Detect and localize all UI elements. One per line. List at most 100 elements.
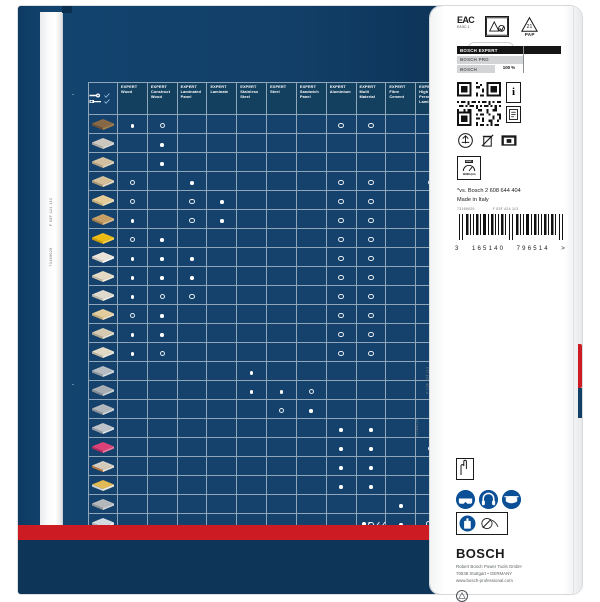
matrix-cell-metal-profile-steel bbox=[266, 380, 297, 400]
qr-code-icon[interactable] bbox=[457, 82, 501, 126]
matrix-cell-chipboard-stainless bbox=[236, 152, 268, 172]
matrix-cell-aluminium-sheet-steel bbox=[266, 418, 297, 438]
matrix-cell-beige-panel-stainless bbox=[236, 266, 268, 286]
material-swatch-osb-board bbox=[92, 213, 114, 225]
matrix-cell-laminated-panel-stainless bbox=[236, 285, 268, 305]
filled-dot-icon bbox=[339, 466, 343, 470]
material-swatch-white-panel bbox=[92, 251, 114, 263]
dust-mask-icon bbox=[502, 490, 521, 509]
matrix-cell-beige-panel-aluminium bbox=[325, 266, 357, 286]
matrix-cell-aluminium-sheet-construct bbox=[146, 418, 178, 438]
matrix-head: EXPERT Wood EXPERT Construct Wood EXPERT Lami… bbox=[88, 82, 446, 115]
matrix-cell-metal-profile-laminate bbox=[206, 380, 238, 400]
matrix-cell-yellow-panel-steel bbox=[266, 228, 297, 248]
matrix-cell-plywood-light-wood bbox=[117, 190, 148, 210]
open-dot-icon bbox=[159, 122, 165, 128]
matrix-cell-pink-composite-fibre bbox=[385, 437, 417, 457]
tag-seam-line bbox=[573, 6, 574, 594]
open-dot-icon bbox=[189, 293, 195, 299]
matrix-row bbox=[88, 437, 446, 457]
matrix-cell-chipboard-construct bbox=[146, 152, 178, 172]
col-tier-label: EXPERT bbox=[150, 84, 167, 89]
barcode-digits: 3 165140 796514 > bbox=[455, 246, 567, 252]
recycle-icon bbox=[458, 133, 473, 148]
matrix-cell-metal-profile-multi bbox=[355, 380, 387, 400]
matrix-cell-particle-board-steel bbox=[266, 342, 297, 362]
barcode-digit-2: 796514 bbox=[516, 246, 550, 252]
matrix-cell-osb-board-wood bbox=[117, 209, 148, 229]
matrix-cell-copper-layer-panel-multi bbox=[355, 456, 387, 476]
matrix-cell-chipboard-sandwich bbox=[295, 152, 327, 172]
matrix-row-header-cork-panel bbox=[88, 304, 118, 324]
matrix-cell-fibre-cement-grey-lampanel bbox=[176, 494, 208, 514]
matrix-col-header-steel: EXPERT Steel bbox=[266, 82, 297, 115]
matrix-row bbox=[88, 152, 446, 172]
matrix-row-header-corrugated-metal bbox=[88, 361, 118, 381]
filled-dot-icon bbox=[130, 352, 135, 356]
open-dot-icon bbox=[368, 255, 374, 261]
matrix-cell-metal-profile-wood bbox=[117, 380, 148, 400]
manual-book-glyph bbox=[509, 109, 518, 120]
matrix-cell-laminated-panel-lampanel bbox=[176, 285, 208, 305]
tag-vertical-code-2: 73169029 bbox=[415, 418, 420, 438]
matrix-cell-copper-layer-panel-fibre bbox=[385, 456, 417, 476]
filled-dot-icon bbox=[160, 276, 165, 280]
matrix-cell-white-panel-construct bbox=[146, 247, 178, 267]
open-dot-icon bbox=[338, 274, 344, 280]
matrix-row bbox=[88, 285, 446, 305]
matrix-row bbox=[88, 266, 446, 286]
matrix-cell-cork-panel-construct bbox=[146, 304, 178, 324]
matrix-row bbox=[88, 399, 446, 419]
disposal-icons-row bbox=[457, 133, 573, 148]
made-in-label: Made in Italy bbox=[457, 197, 489, 203]
open-dot-icon bbox=[159, 350, 165, 356]
matrix-cell-cork-panel-sandwich bbox=[295, 304, 327, 324]
open-dot-icon bbox=[368, 312, 374, 318]
matrix-row-header-pink-composite bbox=[88, 437, 118, 457]
matrix-cell-osb-board-multi bbox=[355, 209, 387, 229]
matrix-row bbox=[88, 228, 446, 248]
material-swatch-particle-board bbox=[92, 346, 114, 358]
company-website[interactable]: www.bosch-professional.com bbox=[456, 577, 513, 583]
matrix-cell-steel-sheet-sandwich bbox=[295, 399, 327, 419]
matrix-cell-softwood-plank-laminate bbox=[206, 114, 238, 134]
open-dot-icon bbox=[129, 179, 136, 185]
col-tier-label: EXPERT bbox=[180, 84, 197, 89]
filled-dot-icon bbox=[190, 257, 194, 261]
matrix-cell-mdf-board-lampanel bbox=[176, 171, 208, 191]
matrix-cell-pink-composite-lampanel bbox=[176, 437, 208, 457]
matrix-cell-steel-sheet-wood bbox=[117, 399, 148, 419]
matrix-cell-pink-composite-steel bbox=[266, 437, 297, 457]
matrix-cell-white-panel-multi bbox=[355, 247, 387, 267]
matrix-cell-laminated-panel-sandwich bbox=[295, 285, 327, 305]
comparison-note: *vs. Bosch 2 608 644 404 bbox=[457, 188, 521, 194]
col-tier-label: EXPERT bbox=[210, 84, 227, 89]
open-dot-icon bbox=[338, 331, 344, 337]
read-manual-icon bbox=[506, 106, 521, 123]
bar-label-bosch: BOSCH bbox=[460, 66, 478, 72]
bar-bosch-pro: BOSCH PRO bbox=[457, 55, 561, 64]
matrix-cell-fibre-cement-grey-laminate bbox=[206, 494, 238, 514]
matrix-cell-fibre-cement-grey-stainless bbox=[236, 494, 268, 514]
matrix-cell-layered-board-wood bbox=[117, 323, 148, 343]
open-dot-icon bbox=[338, 217, 344, 223]
matrix-cell-copper-layer-panel-laminate bbox=[206, 456, 238, 476]
company-name: Robert Bosch Power Tools GmbH bbox=[456, 564, 522, 569]
matrix-cell-steel-sheet-fibre bbox=[385, 399, 417, 419]
material-swatch-softwood-plank bbox=[92, 118, 114, 130]
matrix-cell-corrugated-metal-wood bbox=[117, 361, 148, 381]
matrix-table: EXPERT Wood EXPERT Construct Wood EXPERT Lami… bbox=[88, 82, 446, 571]
open-dot-icon bbox=[129, 236, 136, 242]
col-material-label: Aluminium bbox=[329, 88, 351, 94]
eac-subtext: EAЭC-1 bbox=[457, 25, 470, 29]
matrix-cell-yellow-panel-laminate bbox=[206, 228, 238, 248]
matrix-cell-plywood-light-construct bbox=[146, 190, 178, 210]
matrix-row-header-mdf-board bbox=[88, 171, 118, 191]
col-material-label: Multi Material bbox=[359, 88, 376, 99]
matrix-cell-sandwich-layers-lampanel bbox=[176, 475, 208, 495]
blue-side-tab bbox=[578, 388, 582, 418]
col-material-label: Steel bbox=[270, 88, 280, 94]
matrix-cell-metal-profile-construct bbox=[146, 380, 178, 400]
matrix-cell-osb-board-lampanel bbox=[176, 209, 208, 229]
tag-vertical-code-1: F 03F 424 113 bbox=[425, 366, 430, 394]
